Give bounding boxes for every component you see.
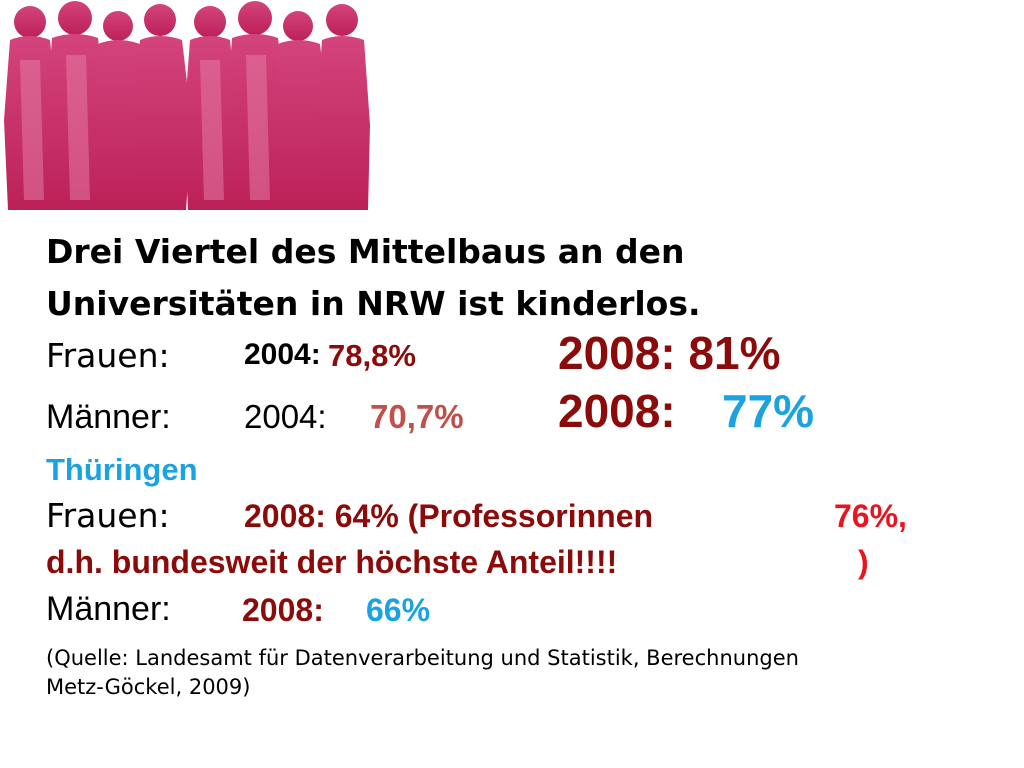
thueringen-frauen-row: Frauen: 2008: 64% (Professorinnen 76%, — [46, 492, 1006, 542]
nrw-maenner-label: Männer: — [46, 398, 171, 436]
source-note: (Quelle: Landesamt für Datenverarbeitung… — [46, 644, 1006, 702]
thueringen-frauen-label: Frauen: — [46, 496, 170, 535]
nrw-maenner-value-2004: 70,7% — [370, 398, 464, 435]
source-line-1: (Quelle: Landesamt für Datenverarbeitung… — [46, 646, 799, 670]
slide-body: Drei Viertel des Mittelbaus an den Unive… — [46, 226, 1006, 702]
thueringen-note: d.h. bundesweit der höchste Anteil!!!! — [46, 544, 618, 580]
women-silhouettes-icon — [4, 1, 370, 210]
thueringen-maenner-value: 66% — [366, 592, 431, 628]
source-line-2: Metz-Göckel, 2009) — [46, 675, 251, 699]
nrw-maenner-row: Männer: 2004: 70,7% 2008: 77% — [46, 385, 1006, 450]
nrw-frauen-row: Frauen: 2004: 78,8% 2008: 81% — [46, 327, 1006, 390]
nrw-frauen-label: Frauen: — [46, 336, 170, 375]
thueringen-maenner-row: Männer: 2008: 66% — [46, 588, 1006, 634]
thueringen-note-row: d.h. bundesweit der höchste Anteil!!!! ) — [46, 542, 1006, 588]
headline: Drei Viertel des Mittelbaus an den Unive… — [46, 226, 1006, 330]
thueringen-frauen-text: 2008: 64% (Professorinnen — [244, 498, 654, 534]
headline-line-2: Universitäten in NRW ist kinderlos. — [46, 284, 701, 323]
nrw-frauen-value-2004: 78,8% — [328, 338, 416, 373]
nrw-maenner-year-2004: 2004: — [244, 398, 327, 435]
thueringen-note-paren: ) — [858, 544, 869, 580]
nrw-maenner-year-2008: 2008: — [558, 385, 676, 437]
thueringen-maenner-year: 2008: — [242, 592, 324, 628]
nrw-frauen-year-2004: 2004: — [244, 338, 321, 371]
nrw-maenner-value-2008: 77% — [722, 385, 815, 437]
thueringen-professorinnen-value: 76%, — [834, 498, 907, 534]
nrw-frauen-2008: 2008: 81% — [558, 327, 781, 379]
thueringen-heading: Thüringen — [46, 452, 198, 487]
thueringen-maenner-label: Männer: — [46, 590, 171, 628]
headline-line-1: Drei Viertel des Mittelbaus an den — [46, 232, 685, 271]
